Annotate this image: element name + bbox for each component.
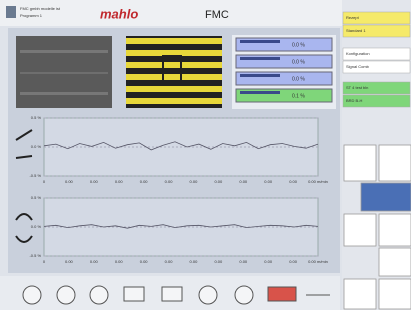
gauge-box: [236, 38, 332, 51]
gauge-box: [236, 72, 332, 85]
mode: FMC: [205, 9, 229, 21]
y-tick-label: -0.5 %: [29, 253, 41, 258]
gauges: 0.0 % 0.0 % 0.0 % 0.1 %: [232, 35, 336, 109]
x-tick-label: 0.00: [214, 179, 223, 184]
texture: [20, 50, 108, 53]
y-tick-label: 0.0 %: [31, 224, 42, 229]
program-line2: Programm 1: [20, 13, 43, 18]
gauge-bar: [240, 91, 280, 94]
x-tick-label: 0.00: [165, 179, 174, 184]
y-tick-label: 0.5 %: [31, 195, 42, 200]
page: FMC gmbh modelle ist Programm 1 mahlo FM…: [0, 0, 411, 310]
gauge-bar: [240, 74, 280, 77]
y-tick-label: 0.0 %: [31, 144, 42, 149]
logo: mahlo: [100, 6, 138, 21]
texture: [20, 92, 108, 95]
x-tick-label: 0.00: [289, 179, 298, 184]
x-tick-label: 0.00: [165, 259, 174, 264]
texture: [20, 72, 108, 74]
x-tick-label: 0.00: [264, 179, 273, 184]
sidebar-label: Rezept: [346, 15, 360, 20]
x-tick-label: 0.00: [190, 179, 199, 184]
toolbar-buttons[interactable]: [23, 286, 330, 304]
gauge-box: [236, 89, 332, 102]
sidebar-items: Rezept Standard 1 Konfiguration Signal Comb…: [343, 12, 410, 107]
screen: FMC gmbh modelle ist Programm 1 mahlo FM…: [0, 0, 411, 310]
x-tick-label: 0.00: [65, 179, 74, 184]
weft-graphic: [126, 36, 222, 108]
x-tick-label: 0.00: [140, 259, 149, 264]
sidebar-label: Signal Comb: [346, 64, 370, 69]
gauge-box: [236, 55, 332, 68]
x-tick-label: 0.00: [115, 179, 124, 184]
sidebar-label: BRD B-H: [346, 98, 363, 103]
x-tick-label: 0.00: [264, 259, 273, 264]
x-tick-label: 0.00: [65, 259, 74, 264]
program-icon[interactable]: [6, 6, 16, 18]
gauge-bar: [240, 40, 280, 43]
x-tick-label: 0.00: [214, 259, 223, 264]
x-tick-label: 0.00: [239, 259, 248, 264]
x-tick-label: 0.00: [90, 179, 99, 184]
sidebar-label: ST 4 test bln: [346, 85, 368, 90]
program-line1: FMC gmbh modelle ist: [20, 6, 61, 11]
x-tick-label: 0.00: [140, 179, 149, 184]
x-tick-label: 0.00 m/min: [308, 179, 328, 184]
gauge-label: 0.0 %: [292, 42, 305, 48]
sidebar-label: Konfiguration: [346, 51, 370, 56]
x-tick-label: 0.00: [115, 259, 124, 264]
x-tick-label: 0.00: [190, 259, 199, 264]
sidebar-label: Standard 1: [346, 28, 366, 33]
x-tick-label: 0.00: [239, 179, 248, 184]
gauge-label: 0.1 %: [292, 93, 305, 99]
y-tick-label: 0.5 %: [31, 115, 42, 120]
gauge-label: 0.0 %: [292, 76, 305, 82]
x-tick-label: 0.00: [90, 259, 99, 264]
x-tick-label: 0.00 m/min: [308, 259, 328, 264]
gauge-label: 0.0 %: [292, 59, 305, 65]
y-tick-label: -0.5 %: [29, 173, 41, 178]
x-tick-label: 0.00: [289, 259, 298, 264]
gauge-bar: [240, 57, 280, 60]
